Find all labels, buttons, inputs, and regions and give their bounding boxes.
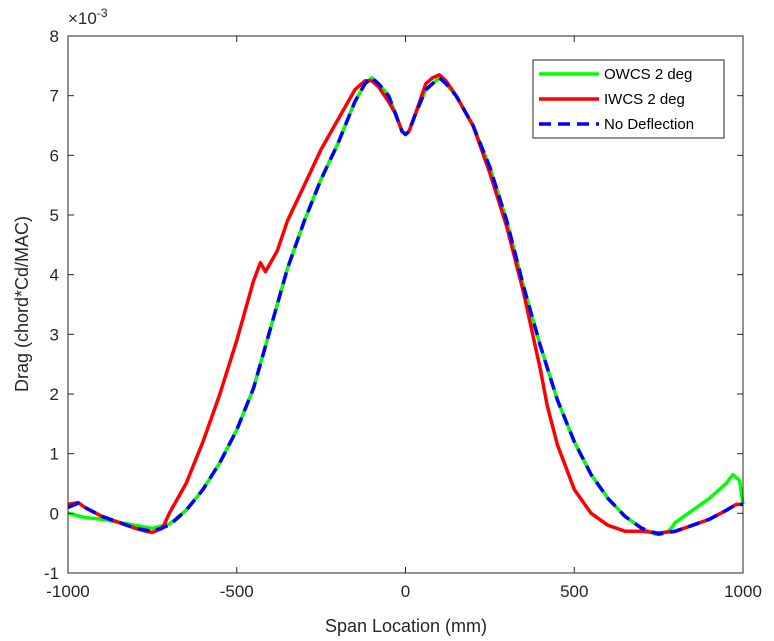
x-tick-label: -1000	[46, 582, 89, 601]
x-tick-label: -500	[220, 582, 254, 601]
y-tick-label: 5	[50, 206, 59, 225]
y-tick-label: 7	[50, 87, 59, 106]
y-tick-label: 2	[50, 385, 59, 404]
legend-label-3: No Deflection	[604, 116, 694, 133]
x-tick-label: 1000	[724, 582, 762, 601]
x-axis-title: Span Location (mm)	[325, 616, 487, 636]
x-tick-label: 0	[401, 582, 410, 601]
y-tick-label: 8	[50, 27, 59, 46]
y-exponent-label: ×10-3	[68, 6, 108, 28]
y-tick-label: 4	[50, 266, 59, 285]
y-tick-label: 1	[50, 445, 59, 464]
y-tick-label: 6	[50, 146, 59, 165]
y-tick-label: 0	[50, 504, 59, 523]
legend: OWCS 2 deg IWCS 2 deg No Deflection	[532, 59, 725, 139]
legend-label-1: OWCS 2 deg	[604, 66, 692, 83]
axes: -1000 -500 0 500 1000 -1 0 1 2 3 4 5 6 7 8	[44, 27, 762, 601]
series-lines	[67, 73, 745, 536]
y-axis-title: Drag (chord*Cd/MAC)	[12, 216, 32, 392]
x-tick-label: 500	[560, 582, 588, 601]
legend-label-2: IWCS 2 deg	[604, 91, 685, 108]
y-tick-label: -1	[44, 564, 59, 583]
series-line-3	[67, 76, 743, 536]
y-tick-label: 3	[50, 325, 59, 344]
